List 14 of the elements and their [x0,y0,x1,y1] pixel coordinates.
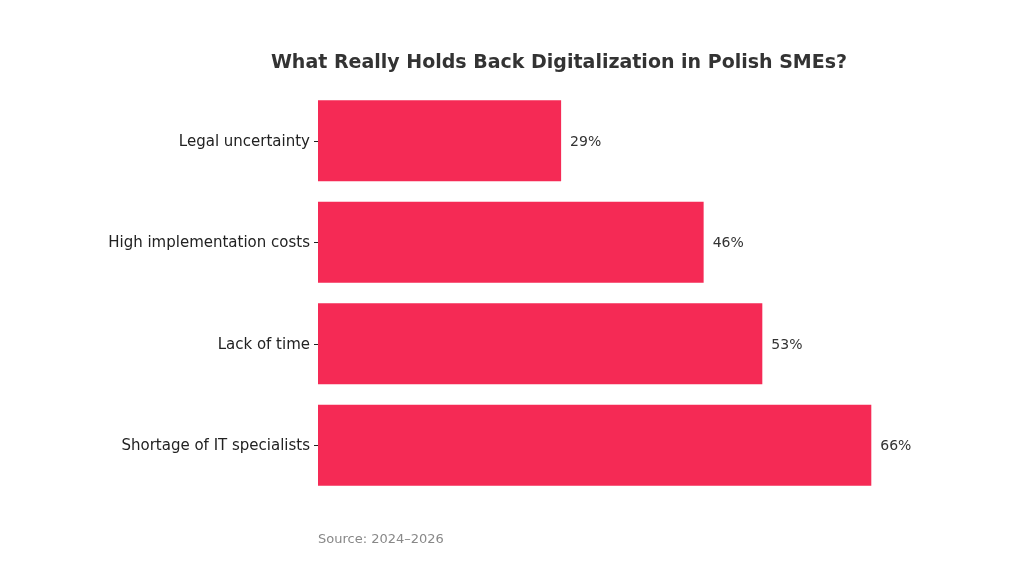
bar [318,201,704,283]
data-label: 46% [712,234,744,251]
bar [318,404,872,486]
data-label: 29% [570,132,602,149]
y-tick-label: High implementation costs [108,233,311,252]
bar [318,100,562,182]
y-tick-label: Lack of time [217,334,310,353]
y-tick-label: Shortage of IT specialists [121,436,311,455]
data-label: 53% [771,335,803,352]
y-tick-label: Legal uncertainty [178,131,311,150]
source-note: Source: 2024–2026 [318,531,444,546]
chart-title: What Really Holds Back Digitalization in Polish SMEs? [270,49,848,72]
data-label: 66% [880,437,912,454]
bar [318,303,763,385]
